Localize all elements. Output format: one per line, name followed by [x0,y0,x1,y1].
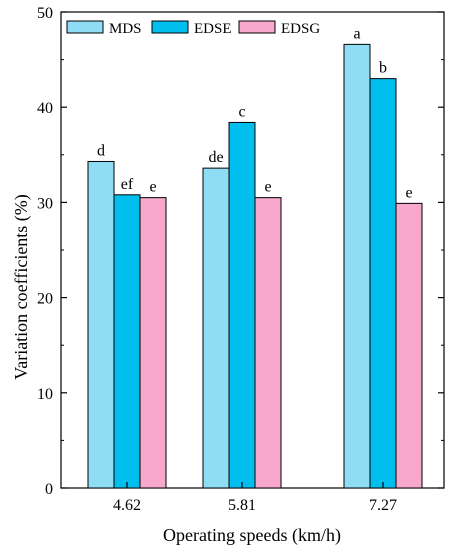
bar-edsg [395,202,423,489]
bar-edsg [254,197,282,489]
x-tick-label: 4.62 [113,497,141,514]
significance-label: de [208,149,223,166]
significance-label: e [405,184,412,201]
significance-label: c [238,103,245,120]
y-tick-label: 50 [37,5,53,22]
legend-label-edse: EDSE [194,21,232,37]
significance-label: d [97,142,105,159]
y-tick-label: 0 [45,481,53,498]
significance-label: e [149,179,156,196]
x-tick-label: 5.81 [228,497,256,514]
bar-edsg [139,197,167,489]
legend-swatch-mds [66,20,104,34]
significance-label: a [353,25,360,42]
bar-mds [343,43,371,489]
legend-swatch-edse [151,20,189,34]
y-tick-label: 20 [37,291,53,308]
y-tick-label: 40 [37,100,53,117]
bar-mds [202,167,230,489]
y-tick-label: 10 [37,386,53,403]
significance-label: e [264,179,271,196]
bar-mds [87,160,115,489]
x-axis-title: Operating speeds (km/h) [163,525,341,546]
legend-label-mds: MDS [109,21,142,37]
legend-label-edsg: EDSG [281,21,320,37]
legend-swatch-edsg [238,20,276,34]
y-axis-title: Variation coefficients (%) [11,194,32,380]
significance-label: b [379,60,387,77]
legend: MDS EDSE EDSG [66,20,320,37]
x-tick-label: 7.27 [369,497,397,514]
significance-label: ef [121,176,134,193]
bar-edse [228,121,256,489]
y-tick-label: 30 [37,195,53,212]
bar-edse [369,78,397,489]
bar-edse [113,194,141,489]
